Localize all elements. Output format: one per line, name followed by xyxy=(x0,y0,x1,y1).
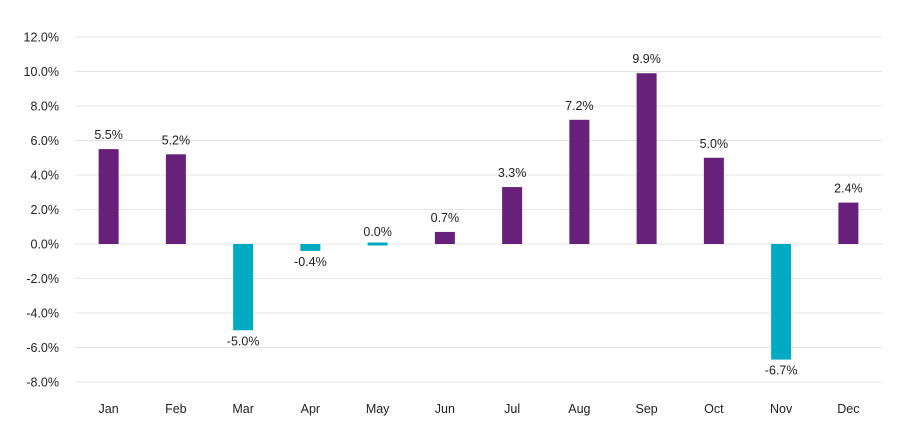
data-label: -5.0% xyxy=(227,334,260,348)
data-label: 0.0% xyxy=(363,225,392,239)
bars xyxy=(98,73,859,360)
x-tick-label: Nov xyxy=(770,402,793,416)
y-tick-label: 6.0% xyxy=(31,134,60,148)
y-axis: 12.0% 10.0% 8.0% 6.0% 4.0% 2.0% 0.0% -2.0% -4.0%… xyxy=(24,31,59,390)
y-tick-label: 2.0% xyxy=(31,203,60,217)
x-tick-label: May xyxy=(366,402,390,416)
data-label: 9.9% xyxy=(632,52,661,66)
data-label: -0.4% xyxy=(294,255,327,269)
y-tick-label: -8.0% xyxy=(26,376,59,390)
x-tick-label: Aug xyxy=(568,402,590,416)
x-tick-label: Dec xyxy=(837,402,859,416)
bar-jun xyxy=(434,231,455,244)
bar-jul xyxy=(502,187,523,244)
bar-may xyxy=(367,242,388,246)
data-label: 3.3% xyxy=(498,166,527,180)
bar-oct xyxy=(703,157,724,244)
x-tick-label: Mar xyxy=(232,402,254,416)
bar-dec xyxy=(838,202,859,244)
bar-jan xyxy=(98,149,119,244)
bar-aug xyxy=(569,119,590,244)
data-label: 2.4% xyxy=(834,182,863,196)
y-tick-label: 0.0% xyxy=(31,238,60,252)
y-tick-label: 10.0% xyxy=(24,65,59,79)
data-label: 0.7% xyxy=(431,211,460,225)
data-label: 7.2% xyxy=(565,99,594,113)
data-label: 5.5% xyxy=(94,128,123,142)
y-tick-label: -6.0% xyxy=(26,341,59,355)
y-tick-label: 12.0% xyxy=(24,31,59,45)
x-tick-label: Oct xyxy=(704,402,724,416)
data-label: -6.7% xyxy=(765,364,798,378)
x-tick-label: Sep xyxy=(636,402,658,416)
bar-apr xyxy=(300,244,321,251)
x-tick-label: Jul xyxy=(504,402,520,416)
x-tick-label: Apr xyxy=(301,402,320,416)
y-tick-label: -2.0% xyxy=(26,272,59,286)
gridlines xyxy=(75,36,882,383)
bar-feb xyxy=(165,154,186,244)
x-axis: Jan Feb Mar Apr May Jun Jul Aug Sep Oct Nov Dec xyxy=(99,402,860,416)
data-label: 5.2% xyxy=(162,133,191,147)
x-tick-label: Jan xyxy=(99,402,119,416)
bar-sep xyxy=(636,73,657,244)
x-tick-label: Feb xyxy=(165,402,187,416)
y-tick-label: 4.0% xyxy=(31,169,60,183)
bar-nov xyxy=(771,244,792,360)
data-label: 5.0% xyxy=(700,137,729,151)
x-tick-label: Jun xyxy=(435,402,455,416)
bar-mar xyxy=(233,244,254,331)
y-tick-label: 8.0% xyxy=(31,100,60,114)
data-labels: 5.5% 5.2% -5.0% -0.4% 0.0% 0.7% 3.3% 7.2% 9.9% 5.… xyxy=(94,52,862,377)
y-tick-label: -4.0% xyxy=(26,307,59,321)
